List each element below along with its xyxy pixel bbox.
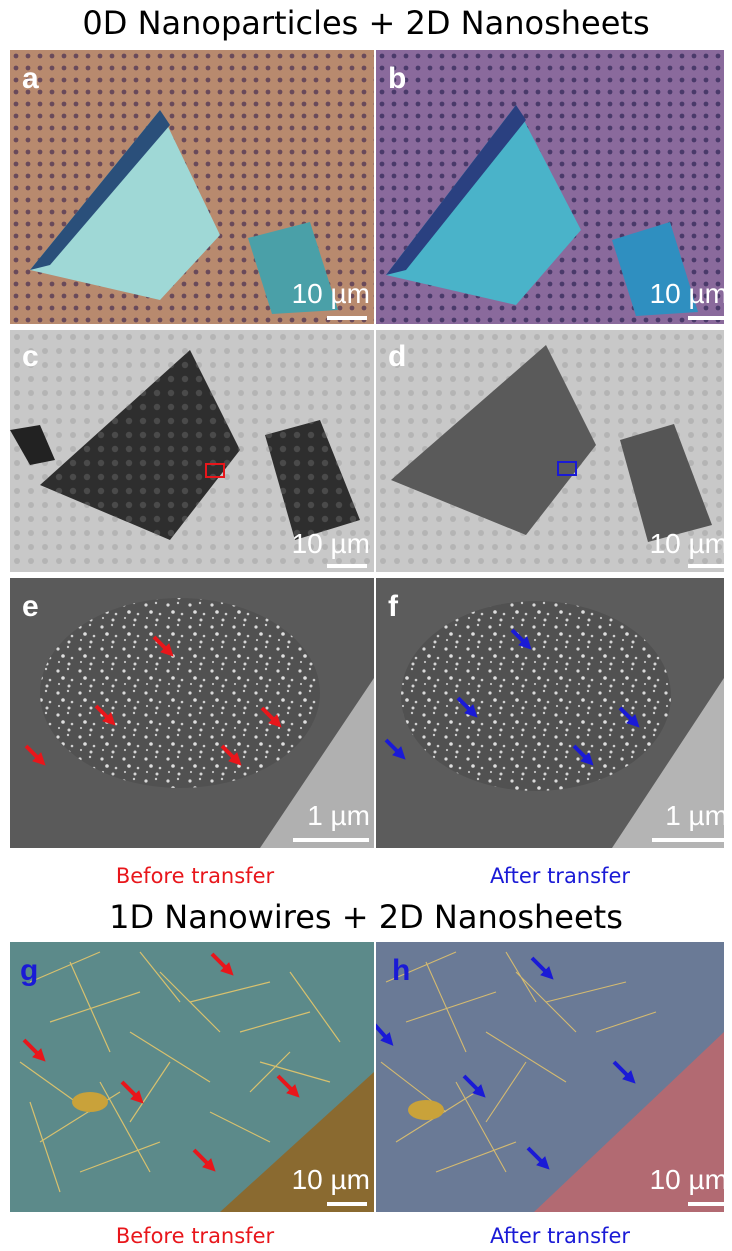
panel-c-sem: [10, 330, 374, 572]
scalebar-a: [327, 316, 367, 320]
panel-label-e: e: [22, 590, 39, 623]
caption-after-2: After transfer: [489, 1224, 631, 1248]
scale-f: 1 µm: [665, 800, 728, 831]
panel-h-optical: [376, 942, 724, 1212]
panel-d-sem: [376, 330, 724, 572]
panel-label-d: d: [388, 340, 407, 373]
panel-e-sem-zoom: [10, 578, 374, 848]
panel-label-g: g: [20, 954, 39, 987]
panel-label-c: c: [22, 340, 39, 373]
scale-g: 10 µm: [291, 1164, 370, 1195]
scale-h: 10 µm: [649, 1164, 728, 1195]
panel-f-sem-zoom: [376, 578, 724, 848]
panel-a-optical: [10, 50, 374, 324]
panel-label-h: h: [392, 954, 411, 987]
scale-b: 10 µm: [649, 278, 728, 309]
scale-e: 1 µm: [307, 800, 370, 831]
panel-b-optical: [376, 50, 724, 324]
scale-a: 10 µm: [291, 278, 370, 309]
caption-after-1: After transfer: [489, 864, 631, 888]
scalebar-h: [688, 1202, 728, 1206]
panel-label-b: b: [388, 62, 407, 95]
panel-label-a: a: [22, 62, 39, 95]
caption-before-1: Before transfer: [115, 864, 275, 888]
scalebar-g: [327, 1202, 367, 1206]
title-1d-2d: 1D Nanowires + 2D Nanosheets: [109, 898, 623, 936]
scalebar-e: [293, 838, 369, 842]
scale-c: 10 µm: [291, 528, 370, 559]
scalebar-c: [327, 564, 367, 568]
title-0d-2d: 0D Nanoparticles + 2D Nanosheets: [82, 4, 650, 42]
scalebar-b: [688, 316, 728, 320]
panel-label-f: f: [388, 590, 398, 623]
caption-before-2: Before transfer: [115, 1224, 275, 1248]
scale-d: 10 µm: [649, 528, 728, 559]
scalebar-f: [652, 838, 728, 842]
panel-g-optical: [10, 942, 374, 1212]
scalebar-d: [688, 564, 728, 568]
